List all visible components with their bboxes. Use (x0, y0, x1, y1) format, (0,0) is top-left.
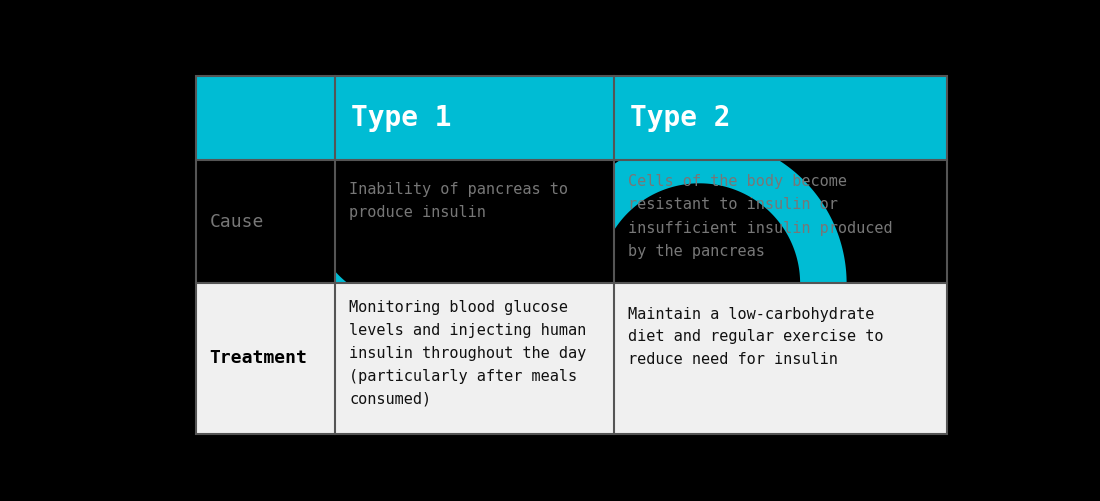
Bar (196, 76, 947, 160)
Text: Cells of the body become
resistant to insulin or
insufficient insulin produced
b: Cells of the body become resistant to in… (628, 174, 893, 260)
Bar (196, 284, 947, 433)
Polygon shape (552, 137, 847, 284)
Text: Type 2: Type 2 (629, 104, 730, 132)
Text: Inability of pancreas to
produce insulin: Inability of pancreas to produce insulin (349, 182, 568, 220)
Text: Monitoring blood glucose
levels and injecting human
insulin throughout the day
(: Monitoring blood glucose levels and inje… (349, 301, 586, 406)
Text: Cause: Cause (210, 213, 264, 231)
Text: Treatment: Treatment (210, 350, 307, 368)
Text: Maintain a low-carbohydrate
diet and regular exercise to
reduce need for insulin: Maintain a low-carbohydrate diet and reg… (628, 307, 883, 367)
Bar (196, 160, 947, 284)
Bar (196, 76, 947, 433)
Polygon shape (270, 76, 397, 345)
Text: Type 1: Type 1 (351, 104, 451, 132)
